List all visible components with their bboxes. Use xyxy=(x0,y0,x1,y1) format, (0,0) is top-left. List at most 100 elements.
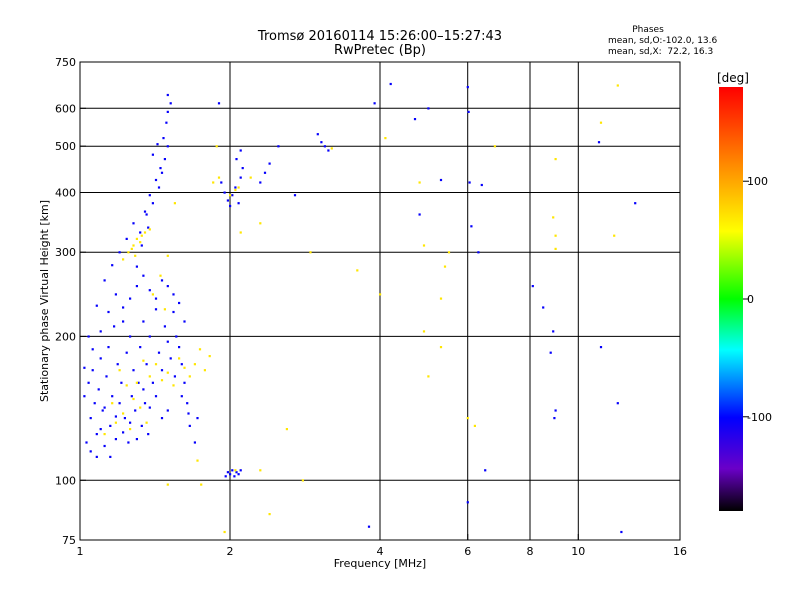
scatter-point-x xyxy=(234,188,237,192)
scatter-point-o xyxy=(111,395,114,398)
scatter-point-o xyxy=(83,395,86,398)
scatter-point-o xyxy=(130,395,133,398)
scatter-point-o xyxy=(183,381,186,384)
scatter-point-x xyxy=(122,258,125,261)
scatter-point-x xyxy=(239,231,242,234)
scatter-point-o xyxy=(226,199,229,202)
scatter-point-o xyxy=(237,473,240,476)
scatter-point-o xyxy=(139,231,142,234)
scatter-point-o xyxy=(95,455,98,458)
scatter-point-x xyxy=(285,428,288,431)
scatter-point-o xyxy=(151,381,154,384)
scatter-point-o xyxy=(597,141,601,144)
scatter-point-o xyxy=(107,310,110,314)
scatter-point-x xyxy=(208,355,211,358)
scatter-point-x xyxy=(166,483,169,486)
scatter-point-o xyxy=(157,351,161,354)
scatter-point-o xyxy=(166,340,169,343)
scatter-point-o xyxy=(91,348,94,351)
scatter-point-x xyxy=(135,237,138,240)
scatter-point-o xyxy=(599,346,603,349)
scatter-point-o xyxy=(220,181,223,184)
info-line-o: mean, sd,O:-102.0, 13.6 xyxy=(608,36,718,46)
x-tick-label: 4 xyxy=(377,545,384,558)
scatter-point-o xyxy=(542,306,545,309)
scatter-point-o xyxy=(123,417,126,420)
scatter-point-x xyxy=(259,469,262,472)
scatter-point-o xyxy=(87,335,90,338)
axis-ticks: 1 2 4 6 8 10 16 75 100 200 300 400 500 600 750 xyxy=(55,56,687,558)
scatter-point-o xyxy=(139,346,142,349)
scatter-point-o xyxy=(187,412,190,415)
scatter-point-x xyxy=(178,357,181,360)
scatter-point-o xyxy=(466,86,469,89)
scatter-point-o xyxy=(367,525,371,528)
scatter-point-o xyxy=(277,145,280,148)
scatter-point-o xyxy=(148,289,151,292)
scatter-point-x xyxy=(268,513,271,516)
scatter-point-o xyxy=(154,308,158,311)
scatter-point-o xyxy=(549,351,552,354)
scatter-point-x xyxy=(125,384,128,387)
scatter-point-o xyxy=(553,417,556,420)
scatter-point-o xyxy=(217,102,221,105)
x-tick-label: 6 xyxy=(464,545,471,558)
y-tick-label: 500 xyxy=(55,140,76,153)
scatter-point-o xyxy=(135,265,138,268)
scatter-point-x xyxy=(223,530,226,534)
scatter-point-x xyxy=(427,375,430,378)
scatter-point-x xyxy=(103,433,106,436)
scatter-point-x xyxy=(148,228,151,231)
scatter-point-o xyxy=(166,110,169,113)
scatter-point-x xyxy=(613,234,616,237)
scatter-point-x xyxy=(217,176,221,179)
scatter-point-o xyxy=(148,406,151,409)
scatter-point-o xyxy=(107,346,110,349)
y-tick-label: 200 xyxy=(55,330,76,343)
y-tick-label: 600 xyxy=(55,102,76,115)
scatter-point-o xyxy=(466,501,469,504)
scatter-point-x xyxy=(200,483,203,486)
scatter-point-x xyxy=(166,254,169,257)
scatter-point-x xyxy=(439,297,443,300)
scatter-point-o xyxy=(323,145,326,148)
scatter-point-x xyxy=(422,244,426,247)
scatter-point-o xyxy=(129,297,132,300)
scatter-point-x xyxy=(198,348,202,351)
data-points xyxy=(83,82,637,534)
scatter-point-x xyxy=(111,402,114,405)
scatter-point-o xyxy=(186,402,189,405)
scatter-point-o xyxy=(135,438,138,441)
scatter-point-x xyxy=(379,293,382,296)
scatter-point-o xyxy=(142,274,145,277)
scatter-point-x xyxy=(215,145,218,148)
scatter-point-x xyxy=(135,381,138,384)
scatter-point-o xyxy=(114,415,117,418)
scatter-point-x xyxy=(129,428,132,431)
x-tick-label: 16 xyxy=(673,545,687,558)
scatter-point-o xyxy=(468,181,471,184)
scatter-point-o xyxy=(87,381,90,384)
scatter-point-o xyxy=(145,363,148,366)
scatter-point-o xyxy=(470,225,473,228)
scatter-point-o xyxy=(91,369,94,372)
scatter-point-o xyxy=(193,441,196,444)
scatter-point-o xyxy=(118,402,121,405)
scatter-point-o xyxy=(143,402,147,405)
scatter-point-o xyxy=(157,186,161,189)
scatter-point-o xyxy=(160,369,164,372)
scatter-point-o xyxy=(320,141,323,144)
scatter-point-o xyxy=(89,450,92,453)
scatter-point-x xyxy=(140,234,143,237)
scatter-point-x xyxy=(237,186,240,189)
scatter-point-o xyxy=(142,320,145,323)
x-tick-label: 1 xyxy=(77,545,84,558)
scatter-point-o xyxy=(233,475,236,478)
scatter-point-o xyxy=(620,530,623,534)
scatter-point-o xyxy=(135,285,138,288)
scatter-point-x xyxy=(234,469,237,472)
scatter-point-o xyxy=(224,475,227,478)
scatter-point-o xyxy=(83,366,86,369)
scatter-point-o xyxy=(103,406,106,409)
